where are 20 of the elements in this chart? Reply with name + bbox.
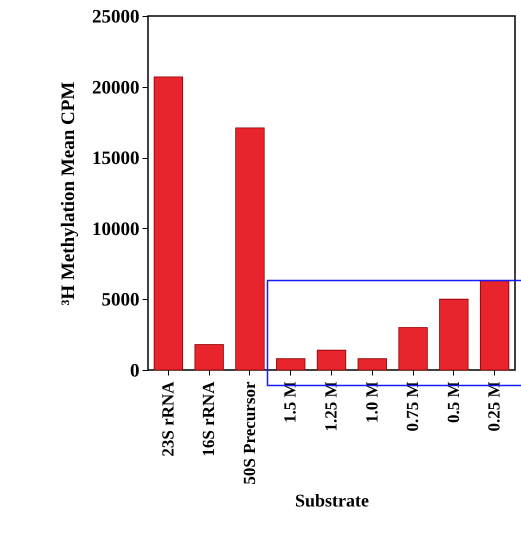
bar <box>480 280 510 370</box>
x-tick-label: 50S Precursor <box>240 381 259 485</box>
y-tick-label: 5000 <box>102 290 140 311</box>
y-tick-label: 10000 <box>92 218 140 240</box>
x-tick-label: 23S rRNA <box>158 380 178 457</box>
y-tick-label: 20000 <box>92 77 140 98</box>
y-tick-label: 15000 <box>92 148 140 170</box>
y-tick-label: 25000 <box>92 6 140 28</box>
y-axis-title: ³H Methylation Mean CPM <box>58 82 79 306</box>
bar <box>398 327 428 370</box>
bar <box>358 358 387 370</box>
bar <box>235 127 265 370</box>
y-tick-label: 0 <box>130 360 140 382</box>
bar <box>316 350 346 370</box>
bar <box>276 358 306 370</box>
bar <box>439 298 469 370</box>
bar <box>194 344 224 370</box>
x-tick-label: 16S rRNA <box>199 380 218 457</box>
bar <box>154 76 184 370</box>
x-axis-title: Substrate <box>294 490 370 511</box>
